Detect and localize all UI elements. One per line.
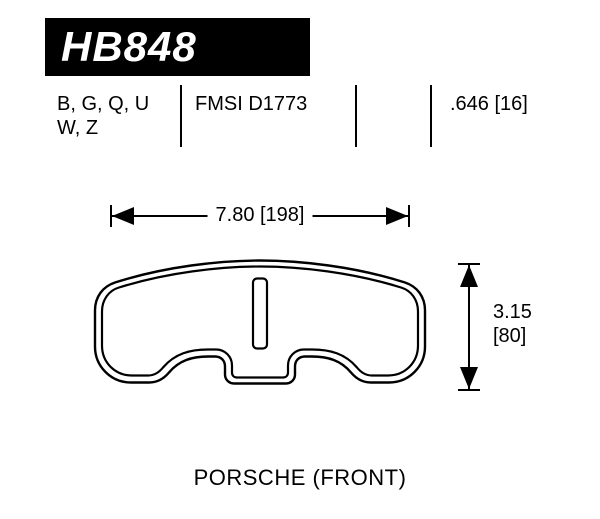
spec-divider-1 (180, 85, 182, 147)
compound-codes-line1: B, G, Q, U (57, 92, 172, 116)
part-number: HB848 (61, 23, 197, 71)
compound-codes: B, G, Q, U W, Z (57, 92, 172, 140)
width-tick-right (408, 205, 410, 227)
fmsi-code: FMSI D1773 (195, 92, 355, 116)
spec-divider-3 (430, 85, 432, 147)
height-dimension (455, 263, 485, 391)
spec-row: B, G, Q, U W, Z FMSI D1773 .646 [16] (45, 92, 555, 152)
arrow-left-icon (112, 207, 134, 225)
arrow-right-icon (386, 207, 408, 225)
width-dimension: 7.80 [198] (110, 202, 410, 232)
height-tick-bottom (458, 389, 480, 391)
pad-inner-outline (102, 267, 418, 378)
thickness-value: .646 [16] (450, 92, 570, 116)
spec-divider-2 (355, 85, 357, 147)
height-dim-label: 3.15 [80] (493, 300, 532, 348)
arrow-down-icon (460, 367, 478, 389)
brake-pad-diagram (85, 248, 435, 403)
application-label: PORSCHE (FRONT) (0, 465, 600, 491)
arrow-up-icon (460, 265, 478, 287)
part-number-header: HB848 (45, 18, 310, 76)
height-mm: [80] (493, 324, 532, 348)
pad-center-slot (253, 279, 267, 349)
width-dim-label: 7.80 [198] (208, 204, 313, 227)
compound-codes-line2: W, Z (57, 116, 172, 140)
height-in: 3.15 (493, 300, 532, 324)
